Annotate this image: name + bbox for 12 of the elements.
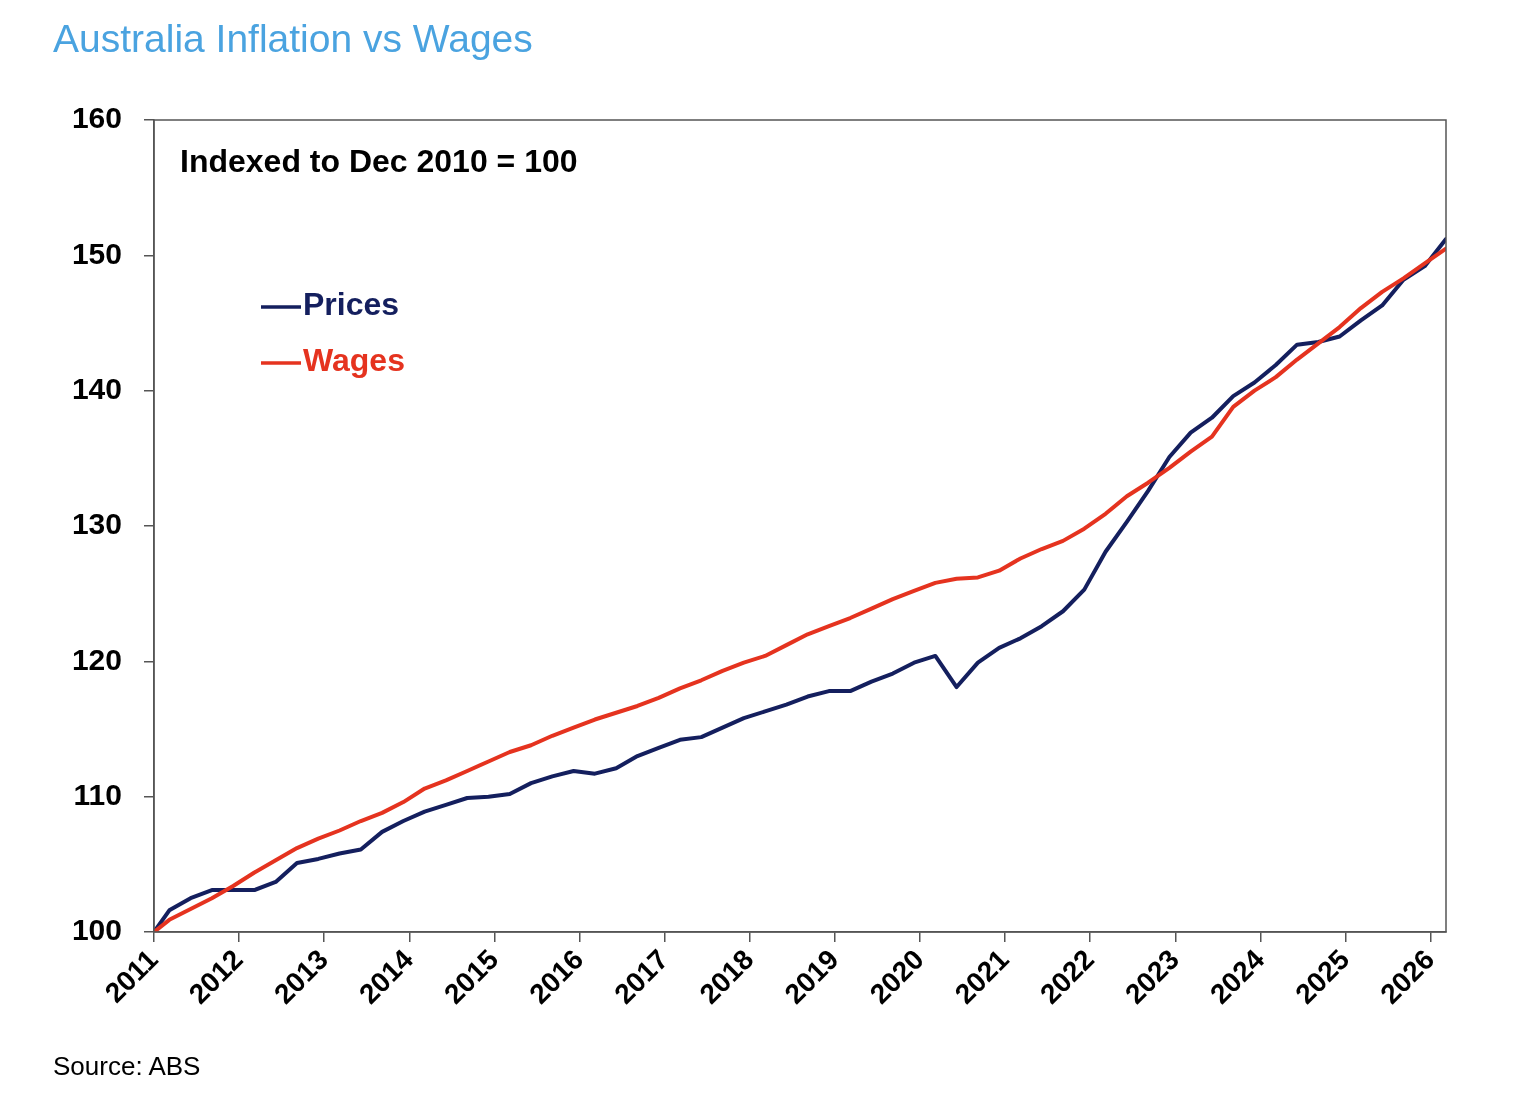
chart-title: Australia Inflation vs Wages bbox=[53, 16, 533, 62]
source-note: Source: ABS bbox=[53, 1050, 201, 1082]
annotation: Indexed to Dec 2010 = 100 bbox=[180, 142, 578, 179]
y-tick-label: 140 bbox=[71, 371, 122, 405]
y-tick-label: 110 bbox=[73, 777, 122, 811]
y-tick-label: 100 bbox=[71, 913, 122, 947]
legend-label: Prices bbox=[303, 285, 400, 322]
legend-label: Wages bbox=[303, 341, 405, 378]
y-tick-label: 160 bbox=[71, 101, 122, 135]
y-tick-label: 130 bbox=[71, 507, 122, 541]
y-tick-label: 150 bbox=[71, 236, 122, 270]
y-tick-label: 120 bbox=[71, 642, 122, 676]
